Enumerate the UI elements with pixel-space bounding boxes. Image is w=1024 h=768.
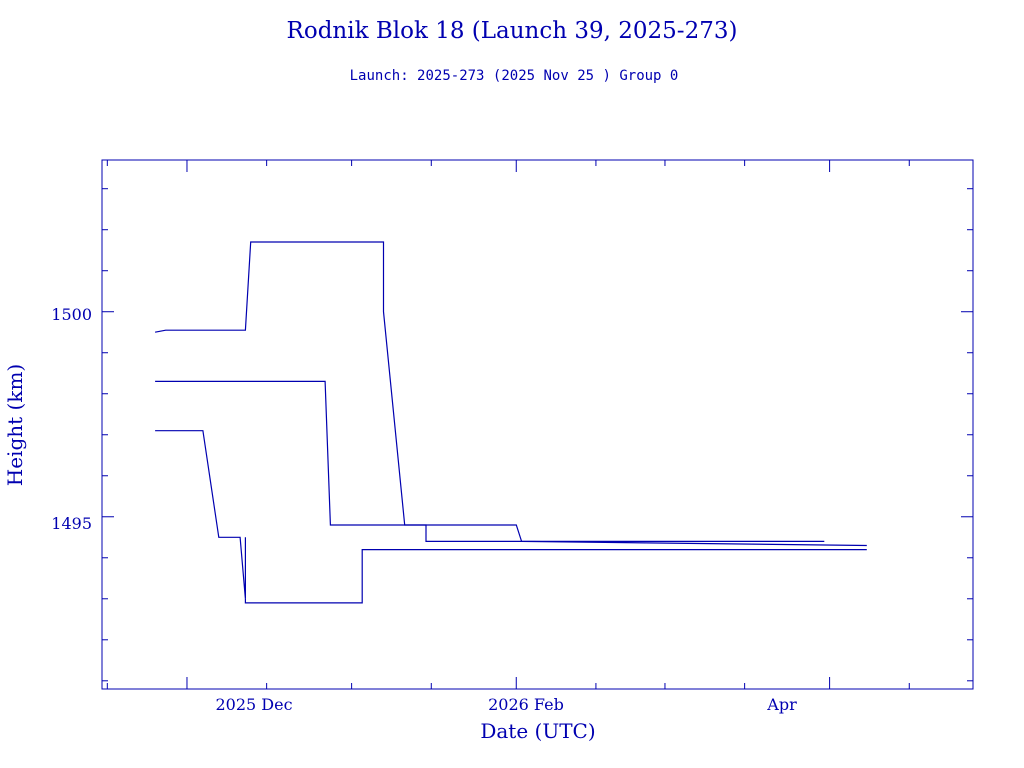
chart-title: Rodnik Blok 18 (Launch 39, 2025-273) [287,18,738,44]
plot-frame [101,159,974,690]
series-line-3 [155,430,867,604]
series-line-2 [155,380,867,547]
y-axis-ticks [102,188,973,682]
x-tick-label-2025-dec: 2025 Dec [215,695,292,714]
y-tick-label-1495: 1495 [51,514,92,533]
x-tick-label-apr: Apr [766,695,797,714]
data-series-group [154,241,867,604]
chart-subtitle: Launch: 2025-273 (2025 Nov 25 ) Group 0 [350,68,679,84]
x-axis-ticks [106,160,910,689]
x-axis-label: Date (UTC) [480,719,595,743]
y-tick-label-1500: 1500 [51,305,92,324]
y-axis-label: Height (km) [3,364,27,486]
series-line-1 [154,241,825,543]
x-tick-label-2026-feb: 2026 Feb [488,695,564,714]
